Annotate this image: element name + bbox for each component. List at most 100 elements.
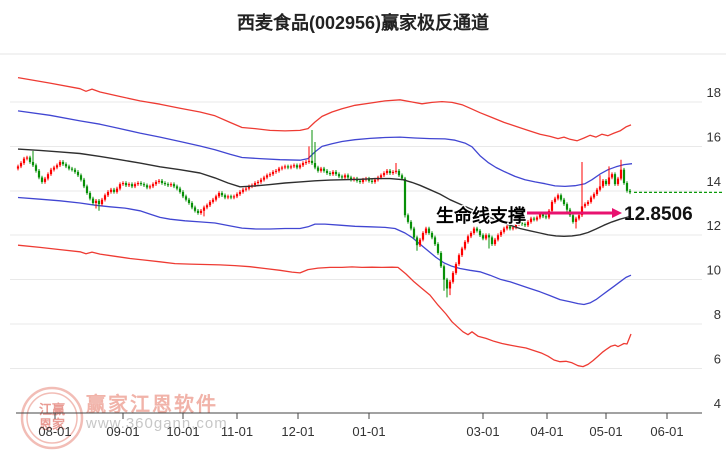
candle-body	[412, 228, 416, 238]
candle-body	[235, 194, 239, 197]
candle-body	[559, 195, 563, 200]
candle-body	[325, 170, 329, 174]
candle-body	[406, 215, 410, 222]
support-arrow-head	[612, 208, 622, 218]
candle-body	[379, 175, 383, 178]
candle-body	[187, 199, 191, 204]
candle-body	[226, 196, 230, 198]
candle-body	[292, 165, 296, 167]
candle-body	[136, 183, 140, 185]
candle-body	[358, 180, 362, 182]
candle-body	[163, 183, 167, 185]
candle-body	[295, 165, 299, 168]
candle-body	[304, 161, 308, 164]
candle-body	[148, 186, 152, 188]
candle-body	[67, 166, 71, 169]
candle-body	[616, 178, 620, 185]
candle-body	[538, 214, 542, 218]
candle-body	[31, 161, 35, 166]
candle-body	[202, 207, 206, 211]
x-axis-label: 03-01	[466, 424, 499, 439]
candle-body	[463, 241, 467, 249]
candle-body	[262, 177, 266, 180]
candle-body	[208, 201, 212, 206]
candle-body	[82, 179, 86, 187]
candle-body	[310, 160, 314, 164]
candle-body	[88, 193, 92, 199]
candle-body	[106, 191, 110, 196]
candle-body	[316, 167, 320, 171]
lifeline-curve	[17, 148, 632, 238]
candle-body	[181, 191, 185, 197]
candle-body	[586, 201, 590, 205]
candle-body	[73, 169, 77, 172]
watermark-url-text: www.360gann.com	[86, 415, 228, 432]
candle-body	[532, 218, 536, 220]
candle-body	[436, 244, 440, 253]
candle-body	[523, 224, 527, 226]
candle-body	[76, 171, 80, 176]
candle-body	[115, 188, 119, 192]
candle-body	[565, 204, 569, 210]
candle-body	[460, 248, 464, 256]
inner-support-line	[17, 196, 632, 306]
candle-body	[466, 236, 470, 242]
candle-body	[151, 184, 155, 187]
candle-body	[517, 222, 521, 225]
candle-body	[346, 175, 350, 178]
candle-body	[199, 210, 203, 213]
candle-body	[427, 228, 431, 233]
candle-body	[604, 180, 608, 185]
x-axis-label: 05-01	[589, 424, 622, 439]
x-axis-label: 08-01	[38, 424, 71, 439]
candle-body	[622, 169, 626, 184]
candle-body	[505, 226, 509, 229]
lifeline-value-label: 12.8506	[624, 204, 693, 225]
candle-body	[331, 171, 335, 175]
candle-body	[112, 189, 116, 192]
candle-body	[157, 180, 161, 182]
candle-body	[298, 165, 302, 168]
candle-body	[619, 169, 623, 179]
candle-body	[445, 279, 449, 289]
candle-body	[451, 272, 455, 282]
candle-body	[19, 163, 23, 167]
candle-body	[382, 173, 386, 176]
candle-body	[190, 203, 194, 208]
candle-body	[577, 215, 581, 219]
x-axis-label: 04-01	[530, 424, 563, 439]
candle-body	[592, 194, 596, 198]
candle-body	[91, 198, 95, 204]
candle-body	[472, 228, 476, 233]
candle-body	[118, 184, 122, 189]
candle-body	[490, 237, 494, 245]
candle-body	[520, 222, 524, 225]
candle-body	[25, 157, 29, 159]
candle-body	[613, 174, 617, 185]
y-axis-label: 4	[714, 396, 721, 411]
candle-body	[544, 216, 548, 218]
candle-body	[430, 232, 434, 238]
candle-body	[70, 168, 74, 170]
candle-body	[385, 170, 389, 174]
candle-body	[283, 166, 287, 168]
outer-resistance-line	[17, 76, 632, 142]
candle-body	[145, 185, 149, 188]
watermark-logo-text: 江赢	[39, 402, 65, 417]
candle-body	[598, 186, 602, 190]
candle-body	[400, 175, 404, 179]
y-axis-label: 10	[707, 263, 721, 278]
candle-body	[49, 169, 53, 175]
candle-body	[133, 184, 137, 187]
chart-title: 西麦食品(002956)赢家极反通道	[236, 13, 490, 33]
x-axis-label: 06-01	[650, 424, 683, 439]
candle-body	[349, 177, 353, 180]
candle-body	[334, 171, 338, 175]
candle-body	[511, 227, 515, 229]
candle-body	[562, 199, 566, 205]
candle-body	[373, 179, 377, 182]
watermark-logo-text: 恩家	[39, 417, 66, 432]
candle-body	[184, 196, 188, 200]
candle-body	[58, 161, 62, 166]
